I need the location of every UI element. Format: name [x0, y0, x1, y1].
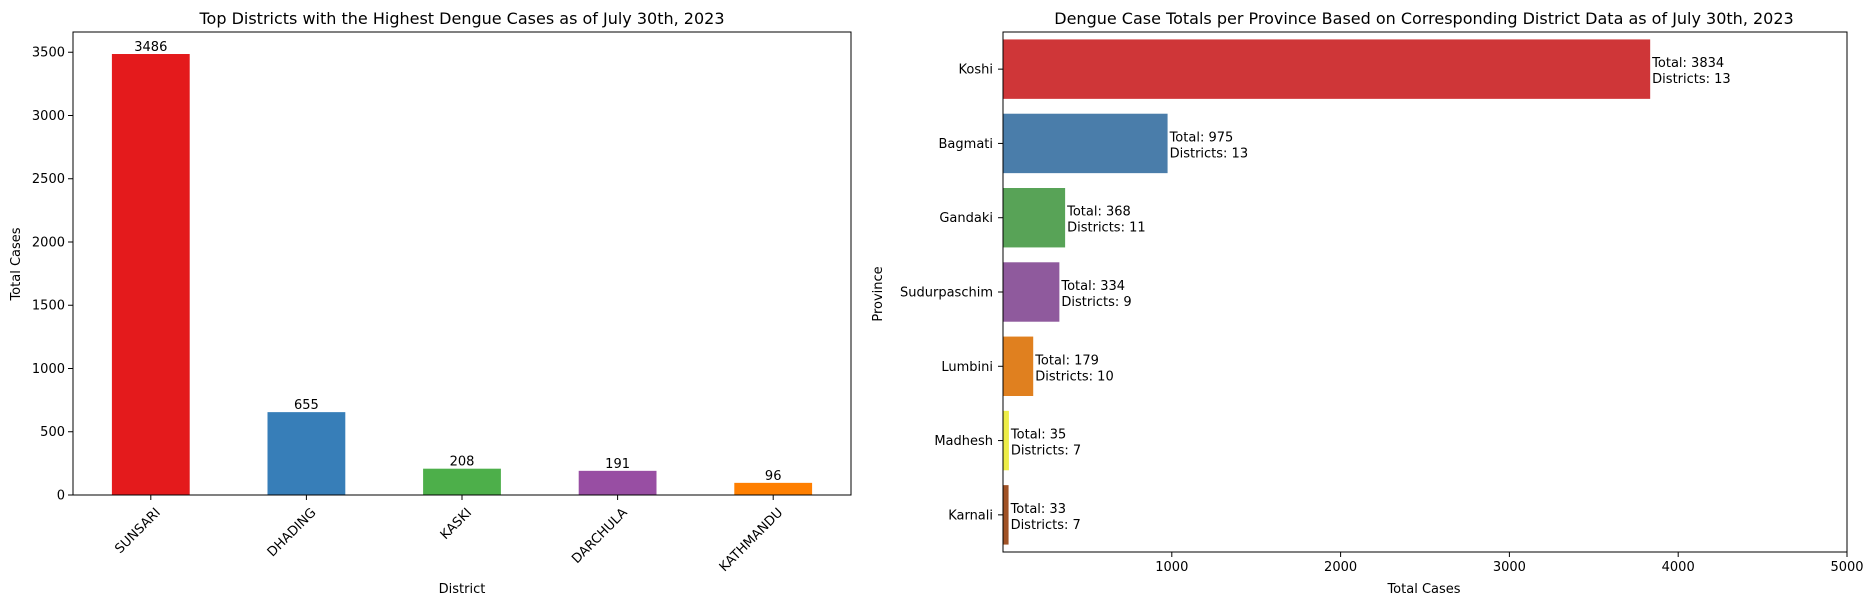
- bar-total-annotation: Total: 368: [1066, 205, 1131, 220]
- bar-districts-annotation: Districts: 9: [1061, 295, 1131, 310]
- y-tick-label: Madhesh: [934, 434, 993, 449]
- bar-value-label: 208: [450, 455, 475, 470]
- bar: [1003, 188, 1066, 248]
- y-tick-label: Karnali: [948, 508, 993, 523]
- x-tick-label: 2000: [1324, 560, 1357, 575]
- district-y-axis-label: Total Cases: [9, 227, 24, 301]
- y-tick-label: Koshi: [959, 63, 993, 78]
- bar-districts-annotation: Districts: 7: [1011, 444, 1081, 459]
- bar-districts-annotation: Districts: 11: [1067, 221, 1146, 236]
- district-chart-title: Top Districts with the Highest Dengue Ca…: [198, 9, 724, 28]
- bar-value-label: 191: [605, 457, 630, 472]
- district-bars: 3486 655 208 191 96: [111, 40, 813, 495]
- x-tick-label: 3000: [1493, 560, 1526, 575]
- bar: [1003, 336, 1034, 396]
- district-x-axis-label: District: [439, 582, 486, 597]
- y-tick-label: Bagmati: [939, 137, 993, 152]
- bar-districts-annotation: Districts: 13: [1652, 72, 1731, 87]
- x-tick-label: DHADING: [265, 505, 320, 560]
- y-tick-label: Sudurpaschim: [900, 286, 993, 301]
- province-chart-title: Dengue Case Totals per Province Based on…: [1054, 9, 1793, 28]
- x-tick-label: KASKI: [438, 505, 475, 542]
- bar-districts-annotation: Districts: 7: [1011, 518, 1081, 533]
- bar: [1003, 410, 1009, 471]
- province-axis-ticks: Koshi Bagmati Gandaki Sudurpaschim Lumbini Ma…: [900, 63, 1864, 575]
- x-tick-label: DARCHULA: [569, 505, 630, 566]
- y-tick-label: 2500: [32, 172, 65, 187]
- province-y-axis-label: Province: [871, 266, 886, 321]
- district-plot-frame: [72, 31, 852, 496]
- bar-total-annotation: Total: 179: [1034, 353, 1099, 368]
- bar: [111, 54, 190, 495]
- x-tick-label: 1000: [1155, 560, 1188, 575]
- x-tick-label: KATHMANDU: [717, 505, 786, 574]
- bar-total-annotation: Total: 334: [1060, 279, 1125, 294]
- bar: [734, 482, 813, 495]
- bar: [1003, 262, 1060, 322]
- bar-total-annotation: Total: 35: [1010, 428, 1066, 443]
- x-tick-label: SUNSARI: [112, 505, 163, 556]
- bar-districts-annotation: Districts: 10: [1035, 369, 1114, 384]
- bar: [1003, 39, 1651, 99]
- province-bar-chart: Dengue Case Totals per Province Based on…: [871, 9, 1864, 597]
- y-tick-label: Lumbini: [941, 360, 993, 375]
- bar: [267, 412, 346, 495]
- y-tick-label: 3500: [32, 46, 65, 61]
- y-tick-label: 1500: [32, 299, 65, 314]
- bar: [1003, 113, 1168, 174]
- x-tick-label: 5000: [1830, 560, 1863, 575]
- province-plot-frame: [1002, 31, 1848, 553]
- bar-total-annotation: Total: 975: [1169, 130, 1234, 145]
- district-bar-chart: Top Districts with the Highest Dengue Ca…: [9, 9, 852, 597]
- y-tick-label: 1000: [32, 362, 65, 377]
- bar: [578, 470, 657, 495]
- bar-total-annotation: Total: 33: [1010, 502, 1066, 517]
- y-tick-label: Gandaki: [939, 211, 993, 226]
- bar-value-label: 96: [765, 469, 782, 484]
- province-x-axis-label: Total Cases: [1386, 582, 1460, 597]
- bar-value-label: 3486: [134, 40, 167, 55]
- y-tick-label: 500: [40, 425, 65, 440]
- bar: [423, 468, 501, 495]
- y-tick-label: 0: [57, 489, 65, 504]
- y-tick-label: 3000: [32, 109, 65, 124]
- bar-districts-annotation: Districts: 13: [1170, 146, 1249, 161]
- bar: [1003, 485, 1009, 545]
- bar-value-label: 655: [294, 398, 319, 413]
- y-tick-label: 2000: [32, 235, 65, 250]
- x-tick-label: 4000: [1662, 560, 1695, 575]
- bar-total-annotation: Total: 3834: [1651, 56, 1724, 71]
